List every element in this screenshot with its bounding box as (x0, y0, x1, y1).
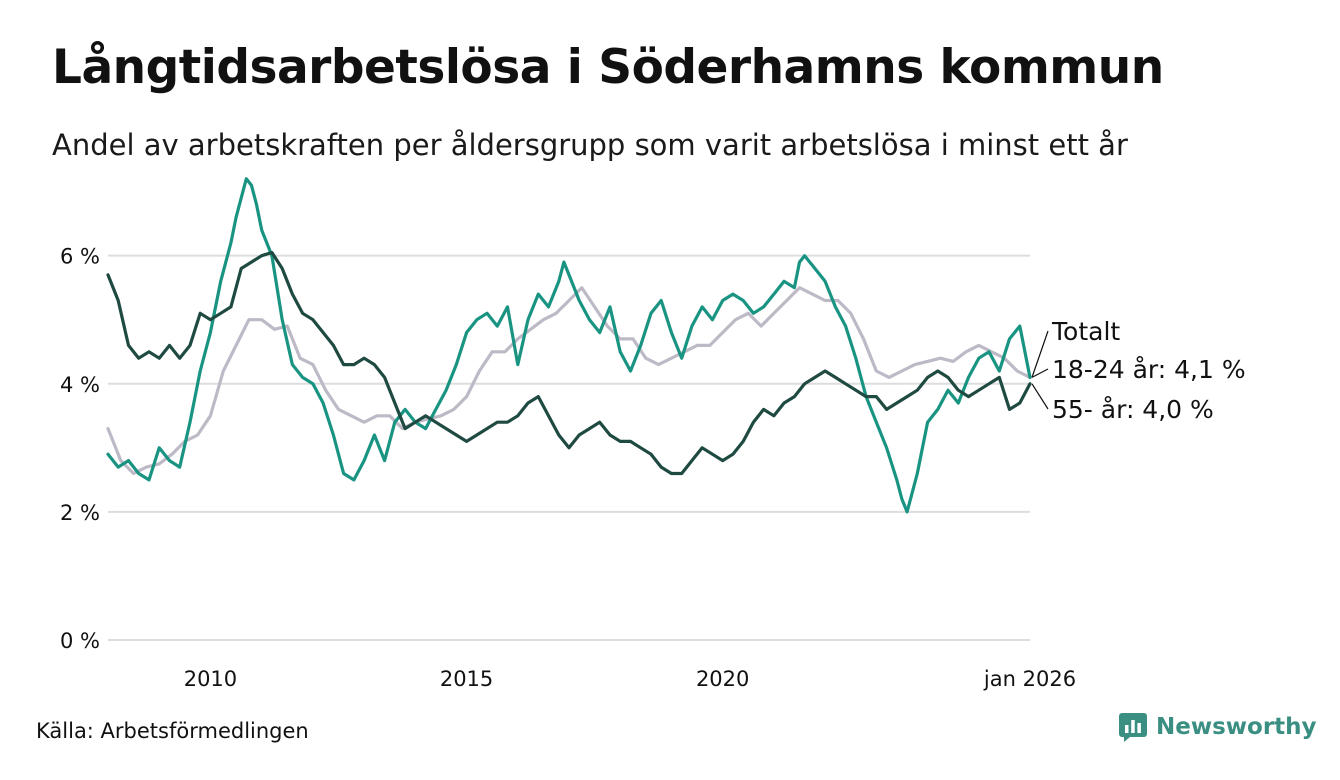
x-axis: 2010 2015 2020 jan 2026 (184, 667, 1076, 691)
end-label-leader (1031, 330, 1049, 378)
brand-logo[interactable]: Newsworthy (1118, 712, 1317, 742)
source-note: Källa: Arbetsförmedlingen (36, 719, 309, 743)
chart-subtitle: Andel av arbetskraften per åldersgrupp s… (52, 128, 1128, 162)
x-tick-label: jan 2026 (983, 667, 1076, 691)
end-label-age55: 55- år: 4,0 % (1052, 395, 1214, 424)
end-label-age18_24: 18-24 år: 4,1 % (1052, 355, 1246, 384)
x-tick-label: 2010 (184, 667, 237, 691)
series-line-total (106, 286, 1032, 476)
y-tick-label: 2 % (60, 501, 100, 525)
newsworthy-logo-icon (1119, 713, 1147, 742)
brand-name: Newsworthy (1156, 714, 1317, 740)
y-tick-label: 6 % (60, 245, 100, 269)
end-label-total: Totalt (1051, 317, 1120, 346)
series-lines (106, 177, 1032, 514)
series-line-age55 (106, 250, 1032, 476)
series-line-age18_24 (106, 177, 1032, 514)
y-tick-label: 0 % (60, 629, 100, 653)
chart-title: Långtidsarbetslösa i Söderhamns kommun (52, 40, 1164, 95)
end-label-leader (1031, 368, 1049, 378)
x-tick-label: 2020 (696, 667, 749, 691)
x-tick-label: 2015 (440, 667, 493, 691)
y-tick-label: 4 % (60, 373, 100, 397)
end-label-leader (1031, 383, 1049, 410)
y-axis: 0 % 2 % 4 % 6 % (60, 245, 100, 653)
end-labels: Totalt 18-24 år: 4,1 % 55- år: 4,0 % (1031, 317, 1246, 424)
